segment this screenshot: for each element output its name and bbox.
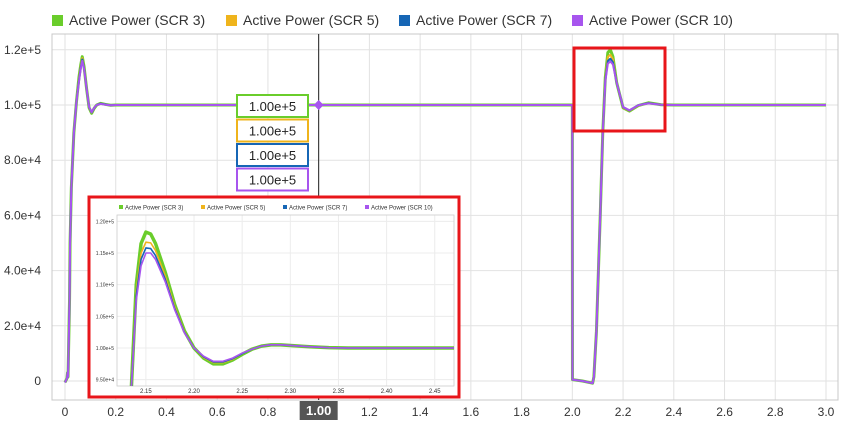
cursor-x-label: 1.00 — [306, 403, 331, 418]
y-tick-label: 2.0e+4 — [4, 319, 41, 333]
legend-label-scr7: Active Power (SCR 7) — [416, 12, 553, 28]
inset-chart[interactable]: Active Power (SCR 3) Active Power (SCR 5)… — [87, 195, 461, 399]
y-tick-label: 1.0e+5 — [4, 98, 41, 112]
x-tick-label: 1.6 — [463, 405, 480, 419]
inset-x-tick-label: 2.35 — [333, 389, 345, 395]
zoom-highlight-box[interactable] — [572, 46, 667, 133]
inset-y-tick-label: 1.15e+5 — [96, 251, 114, 257]
cursor-layer: 1.00 1.00e+5 1.00e+5 1.00e+5 1.00e+5 — [236, 34, 338, 420]
y-tick-label: 1.2e+5 — [4, 43, 41, 57]
inset-legend-label: Active Power (SCR 5) — [207, 206, 265, 212]
inset-y-tick-label: 1.00e+5 — [96, 346, 114, 352]
inset-legend-swatch — [283, 205, 287, 209]
cursor-value-label: 1.00e+5 — [249, 99, 296, 114]
legend-item-scr7[interactable]: Active Power (SCR 7) — [399, 10, 552, 30]
cursor-value-box — [236, 118, 309, 143]
cursor-marker — [313, 100, 324, 110]
inset-x-tick-label: 2.30 — [284, 389, 296, 395]
inset-legend-label: Active Power (SCR 3) — [125, 206, 183, 212]
inset-x-tick-label: 2.20 — [188, 389, 200, 395]
legend-swatch-scr10 — [572, 14, 583, 26]
inset-legend-swatch — [201, 205, 205, 209]
legend-item-scr5[interactable]: Active Power (SCR 5) — [226, 10, 379, 30]
legend-label-scr10: Active Power (SCR 10) — [589, 12, 733, 28]
inset-legend-swatch — [365, 205, 369, 209]
x-tick-label: 1.4 — [412, 405, 429, 419]
cursor-value-box — [236, 167, 309, 192]
legend-swatch-scr3 — [52, 14, 63, 26]
inset-y-tick-label: 9.50e+4 — [96, 378, 114, 384]
x-tick-label: 2.8 — [767, 405, 784, 419]
inset-legend-swatch — [119, 205, 123, 209]
x-tick-label: 0 — [62, 405, 69, 419]
inset-legend-label: Active Power (SCR 7) — [289, 206, 347, 212]
legend-label-scr3: Active Power (SCR 3) — [69, 12, 206, 28]
inset-y-tick-label: 1.20e+5 — [96, 219, 114, 225]
x-tick-label: 1.2 — [361, 405, 378, 419]
inset-frame — [87, 195, 461, 399]
x-tick-label: 2.6 — [716, 405, 733, 419]
inset-legend-label: Active Power (SCR 10) — [371, 206, 433, 212]
x-tick-label: 2.0 — [564, 405, 581, 419]
legend-item-scr10[interactable]: Active Power (SCR 10) — [572, 10, 733, 30]
legend-label-scr5: Active Power (SCR 5) — [243, 12, 380, 28]
x-tick-label: 0.8 — [260, 405, 277, 419]
x-tick-label: 2.2 — [615, 405, 632, 419]
inset-x-tick-label: 2.45 — [429, 389, 441, 395]
y-tick-label: 4.0e+4 — [4, 264, 41, 278]
x-tick-label: 0.4 — [158, 405, 175, 419]
inset-series — [129, 230, 454, 387]
y-tick-label: 8.0e+4 — [4, 153, 41, 167]
inset-y-tick-label: 1.05e+5 — [96, 314, 114, 320]
x-tick-label: 3.0 — [818, 405, 835, 419]
inset-x-tick-label: 2.15 — [140, 389, 152, 395]
main-legend: Active Power (SCR 3) Active Power (SCR 5… — [0, 0, 846, 30]
legend-item-scr3[interactable]: Active Power (SCR 3) — [52, 10, 205, 30]
y-tick-label: 6.0e+4 — [4, 208, 41, 222]
legend-swatch-scr7 — [399, 14, 410, 26]
cursor-value-box — [236, 143, 309, 167]
inset-y-tick-label: 1.10e+5 — [96, 283, 114, 289]
inset-series-line-3[interactable] — [130, 252, 454, 387]
x-tick-label: 0.2 — [107, 405, 124, 419]
cursor-x-badge — [299, 401, 338, 420]
inset-legend: Active Power (SCR 3) Active Power (SCR 5)… — [119, 205, 433, 212]
y-tick-label: 0 — [34, 374, 41, 388]
cursor-value-label: 1.00e+5 — [249, 124, 296, 139]
cursor-value-box — [236, 94, 309, 118]
plot-frame — [51, 33, 839, 401]
inset-x-tick-label: 2.40 — [381, 389, 393, 395]
inset-plot-frame — [116, 214, 455, 387]
x-tick-label: 1.8 — [513, 405, 530, 419]
inset-axes: 2.15 2.20 2.25 2.30 2.35 2.40 2.45 9.50e+4 1.00e… — [96, 214, 455, 395]
cursor-value-label: 1.00e+5 — [249, 148, 296, 163]
x-tick-label: 0.6 — [209, 405, 226, 419]
cursor-value-label: 1.00e+5 — [249, 173, 296, 188]
inset-x-tick-label: 2.25 — [236, 389, 248, 395]
x-tick-label: 2.4 — [665, 405, 682, 419]
legend-swatch-scr5 — [226, 14, 237, 26]
